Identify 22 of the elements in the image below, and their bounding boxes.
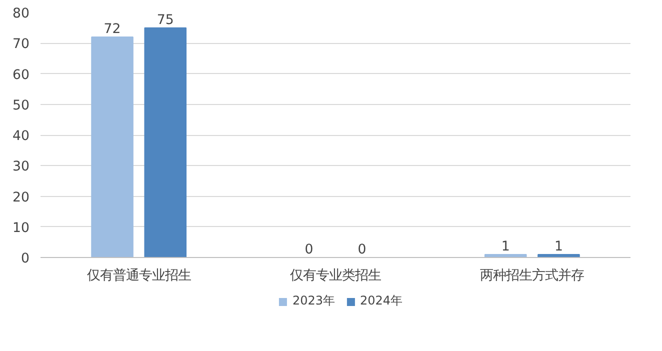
legend-label: 2023年 xyxy=(292,292,335,310)
legend-label: 2024年 xyxy=(360,292,403,310)
x-tick-label: 仅有普通专业招生 xyxy=(86,268,191,284)
y-tick-label: 70 xyxy=(12,37,30,52)
y-tick-label: 30 xyxy=(12,160,30,175)
y-tick-label: 10 xyxy=(12,220,30,236)
data-label: 72 xyxy=(104,22,121,37)
y-tick-label: 20 xyxy=(12,190,30,206)
data-label: 1 xyxy=(501,239,510,254)
y-tick-label: 60 xyxy=(12,68,30,83)
y-tick-label: 50 xyxy=(12,98,30,114)
y-tick-label: 80 xyxy=(12,6,30,22)
bar xyxy=(91,36,134,258)
data-label: 0 xyxy=(304,242,314,258)
y-tick-label: 0 xyxy=(21,252,30,266)
y-tick-label: 40 xyxy=(12,129,30,144)
x-tick-label: 两种招生方式并存 xyxy=(480,268,584,284)
data-label: 1 xyxy=(554,239,563,254)
bar xyxy=(144,27,187,258)
x-tick-label: 仅有专业类招生 xyxy=(290,268,381,284)
data-label: 75 xyxy=(156,12,174,28)
data-label: 0 xyxy=(358,242,366,258)
